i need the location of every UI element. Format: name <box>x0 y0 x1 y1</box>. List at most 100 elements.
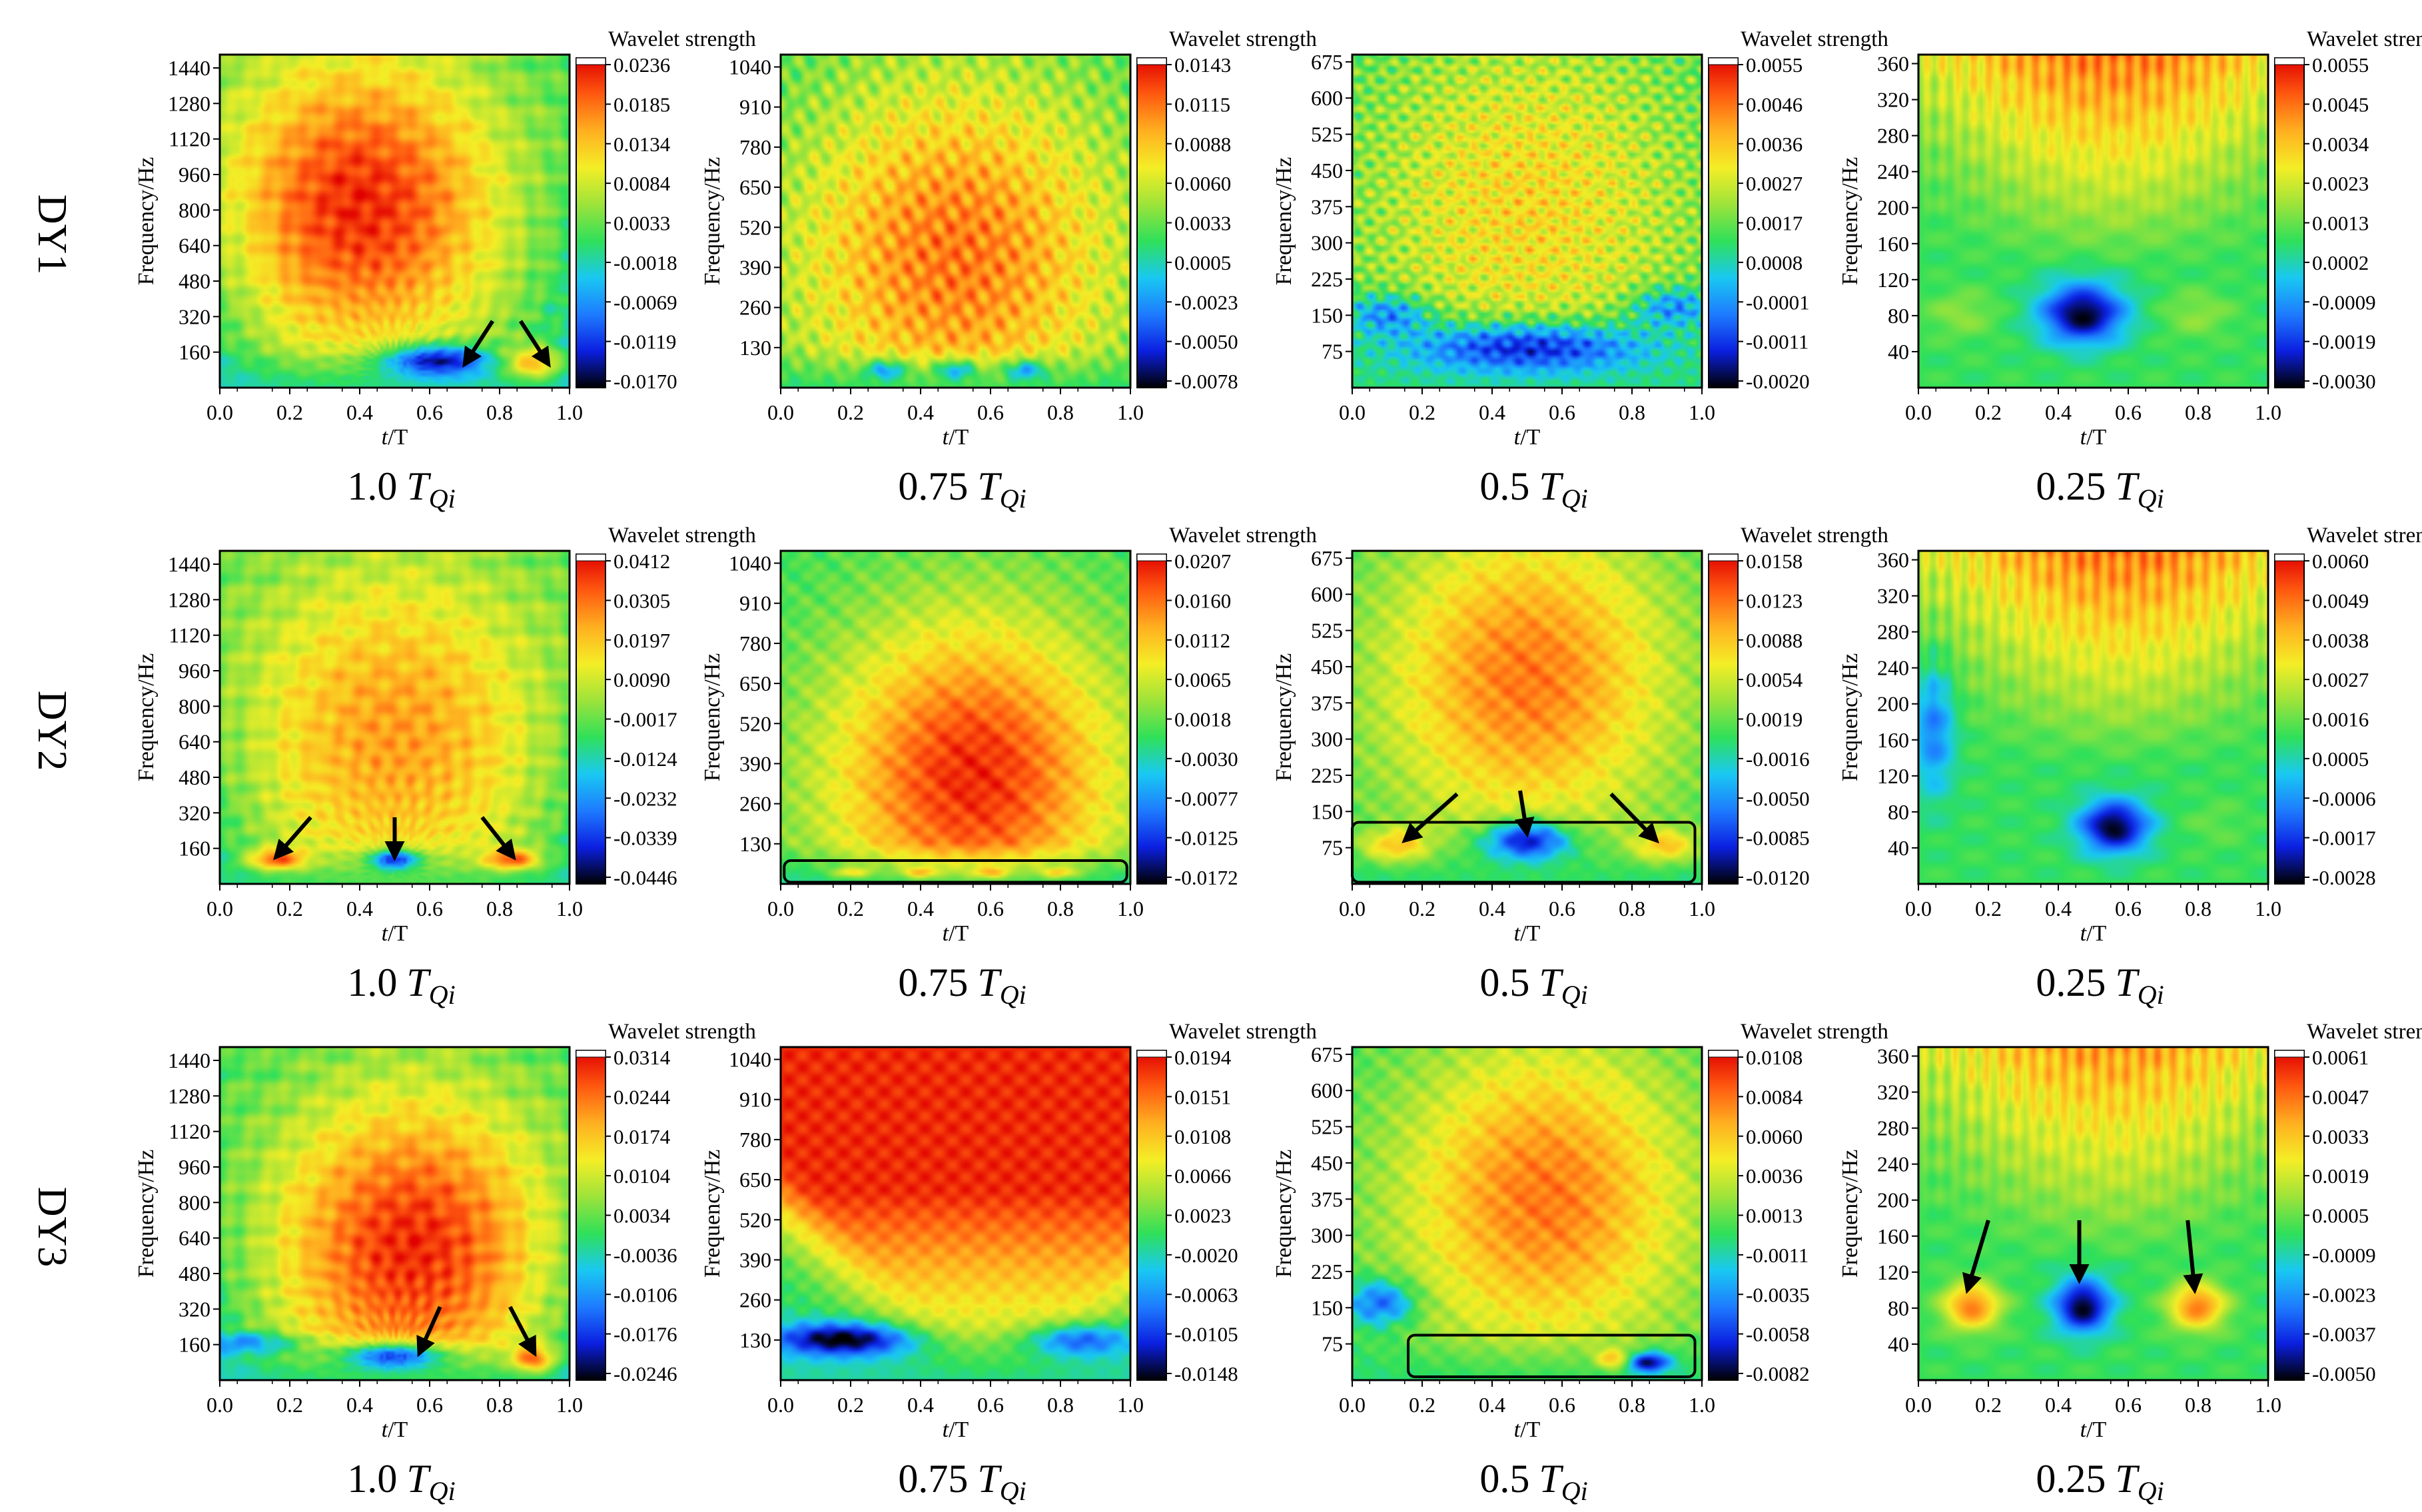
x-tick-label: 1.0 <box>556 400 583 424</box>
caption-value: 0.5 <box>1479 960 1529 1004</box>
y-tick-label: 520 <box>739 1208 771 1232</box>
caption-subscript: Qi <box>2138 980 2164 1010</box>
x-axis-label: t/T <box>382 921 408 946</box>
colorbar-tick-label: 0.0017 <box>1746 212 1803 235</box>
colorbar: 0.0412 0.0305 0.0197 0.0090 -0.0017 -0.0124 -0… <box>576 524 756 889</box>
x-tick-label: 0.0 <box>767 1393 794 1417</box>
colorbar-gradient <box>1708 57 1739 388</box>
x-axis-label-unit: /T <box>388 425 408 450</box>
x-tick-label: 0.6 <box>977 400 1004 424</box>
colorbar-tick-label: -0.0028 <box>2312 866 2376 889</box>
y-tick-label: 520 <box>739 215 771 239</box>
colorbar-tick-label: 0.0008 <box>1746 251 1803 274</box>
x-tick-label: 1.0 <box>556 1393 583 1417</box>
caption-subscript: Qi <box>2138 484 2164 514</box>
colorbar-top-cap <box>1708 1050 1739 1058</box>
heatmap-image <box>220 1047 570 1380</box>
panel-caption: 0.5 TQi <box>1479 464 1587 514</box>
x-tick-label: 0.8 <box>486 400 513 424</box>
x-tick-label: 0.0 <box>1339 1393 1366 1417</box>
y-tick-label: 260 <box>739 1288 771 1312</box>
y-axis-label: Frequency/Hz <box>1838 1150 1862 1278</box>
colorbar-tick-label: 0.0033 <box>1174 212 1231 235</box>
y-tick-label: 520 <box>739 711 771 735</box>
panel-dy2-0: 0.0 0.2 0.4 0.6 0.8 1.0 t/T 160 320 480 640 800 960 1… <box>134 524 756 1010</box>
colorbar-tick-label: 0.0236 <box>613 53 670 77</box>
caption-value: 1.0 <box>347 1457 397 1501</box>
colorbar-tick-label: 0.0066 <box>1174 1164 1231 1188</box>
caption-value: 0.75 <box>898 464 968 508</box>
y-tick-label: 1040 <box>729 1048 771 1072</box>
colorbar-tick-label: 0.0244 <box>613 1085 671 1108</box>
y-axis-label: Frequency/Hz <box>1272 653 1296 782</box>
y-tick-label: 390 <box>739 1248 771 1272</box>
colorbar-top-cap <box>576 57 606 65</box>
y-tick-label: 480 <box>179 1262 210 1286</box>
colorbar-gradient <box>1136 554 1167 885</box>
panel-dy2-1: 0.0 0.2 0.4 0.6 0.8 1.0 t/T 130 260 390 520 650 780 9… <box>700 524 1317 1010</box>
colorbar-tick-label: 0.0115 <box>1174 93 1230 116</box>
caption-value: 0.25 <box>2036 1457 2106 1501</box>
colorbar-tick-label: 0.0034 <box>613 1204 671 1228</box>
panel-caption: 1.0 TQi <box>347 464 455 514</box>
x-tick-label: 0.8 <box>1619 897 1645 921</box>
colorbar-tick-label: -0.0232 <box>613 787 677 810</box>
x-tick-label: 1.0 <box>1689 897 1715 921</box>
x-axis-label-unit: /T <box>2086 1417 2106 1442</box>
x-tick-label: 0.4 <box>1479 897 1505 921</box>
colorbar-tick-label: 0.0134 <box>613 133 671 156</box>
y-axis-label: Frequency/Hz <box>1838 157 1862 286</box>
caption-value: 1.0 <box>347 464 397 508</box>
y-tick-label: 80 <box>1888 1296 1909 1320</box>
panel-caption: 1.0 TQi <box>347 1457 455 1506</box>
y-axis-label: Frequency/Hz <box>1272 157 1296 286</box>
colorbar-tick-label: 0.0023 <box>2312 172 2369 195</box>
x-axis-label-unit: /T <box>949 1417 969 1442</box>
annotation-arrow <box>508 1306 537 1357</box>
y-tick-label: 800 <box>179 1190 210 1214</box>
y-tick-label: 1120 <box>169 623 210 647</box>
y-axis-label: Frequency/Hz <box>134 157 159 286</box>
x-axis-label-var: t <box>382 1417 389 1442</box>
annotation-arrow <box>1402 792 1459 843</box>
x-tick-label: 0.8 <box>1047 897 1074 921</box>
y-tick-label: 525 <box>1311 1115 1343 1139</box>
colorbar-tick-label: 0.0036 <box>1746 133 1803 156</box>
x-axis-label-unit: /T <box>388 921 408 946</box>
plot-frame <box>218 550 571 885</box>
y-tick-label: 240 <box>1877 656 1909 680</box>
x-tick-label: 0.6 <box>977 1393 1004 1417</box>
colorbar-tick-label: 0.0088 <box>1174 133 1231 156</box>
panel-dy1-2: 0.0 0.2 0.4 0.6 0.8 1.0 t/T 75 150 225 300 375 450 52… <box>1272 27 1888 514</box>
y-tick-label: 960 <box>179 163 210 187</box>
x-axis-label-var: t <box>1514 425 1521 450</box>
y-tick-label: 200 <box>1877 196 1909 220</box>
colorbar-title: Wavelet strength <box>608 27 756 51</box>
plot-frame <box>1917 53 2269 389</box>
colorbar: 0.0236 0.0185 0.0134 0.0084 0.0033 -0.0018 -0.… <box>576 27 756 393</box>
x-tick-label: 0.8 <box>486 897 513 921</box>
x-tick-label: 0.8 <box>2185 1393 2212 1417</box>
panel-dy2-2: 0.0 0.2 0.4 0.6 0.8 1.0 t/T 75 150 225 300 375 450 52… <box>1272 524 1888 1010</box>
colorbar: 0.0143 0.0115 0.0088 0.0060 0.0033 0.0005 -0.0… <box>1136 27 1317 393</box>
y-tick-label: 375 <box>1311 194 1343 218</box>
colorbar-tick-label: -0.0446 <box>613 866 677 889</box>
colorbar-tick-label: 0.0005 <box>2312 747 2369 771</box>
colorbar-tick-label: 0.0046 <box>1746 93 1803 116</box>
x-tick-label: 1.0 <box>2255 400 2281 424</box>
colorbar-tick-label: -0.0106 <box>613 1283 677 1306</box>
x-axis-label-unit: /T <box>2086 425 2106 450</box>
x-axis-label: t/T <box>1514 1417 1541 1442</box>
x-tick-label: 0.4 <box>907 1393 934 1417</box>
panel-dy2-3: 0.0 0.2 0.4 0.6 0.8 1.0 t/T 40 80 120 160 200 240 280… <box>1838 524 2422 1010</box>
x-tick-label: 0.2 <box>276 400 303 424</box>
colorbar-tick-label: 0.0033 <box>2312 1125 2369 1148</box>
x-axis-label-var: t <box>943 425 950 450</box>
caption-value: 0.75 <box>898 1457 968 1501</box>
plot-frame <box>779 53 1132 389</box>
x-axis-label-unit: /T <box>1520 1417 1540 1442</box>
colorbar-tick-label: 0.0034 <box>2312 133 2369 156</box>
x-axis-label: t/T <box>943 921 969 946</box>
x-axis-label-var: t <box>2080 1417 2088 1442</box>
y-tick-label: 300 <box>1311 231 1343 255</box>
